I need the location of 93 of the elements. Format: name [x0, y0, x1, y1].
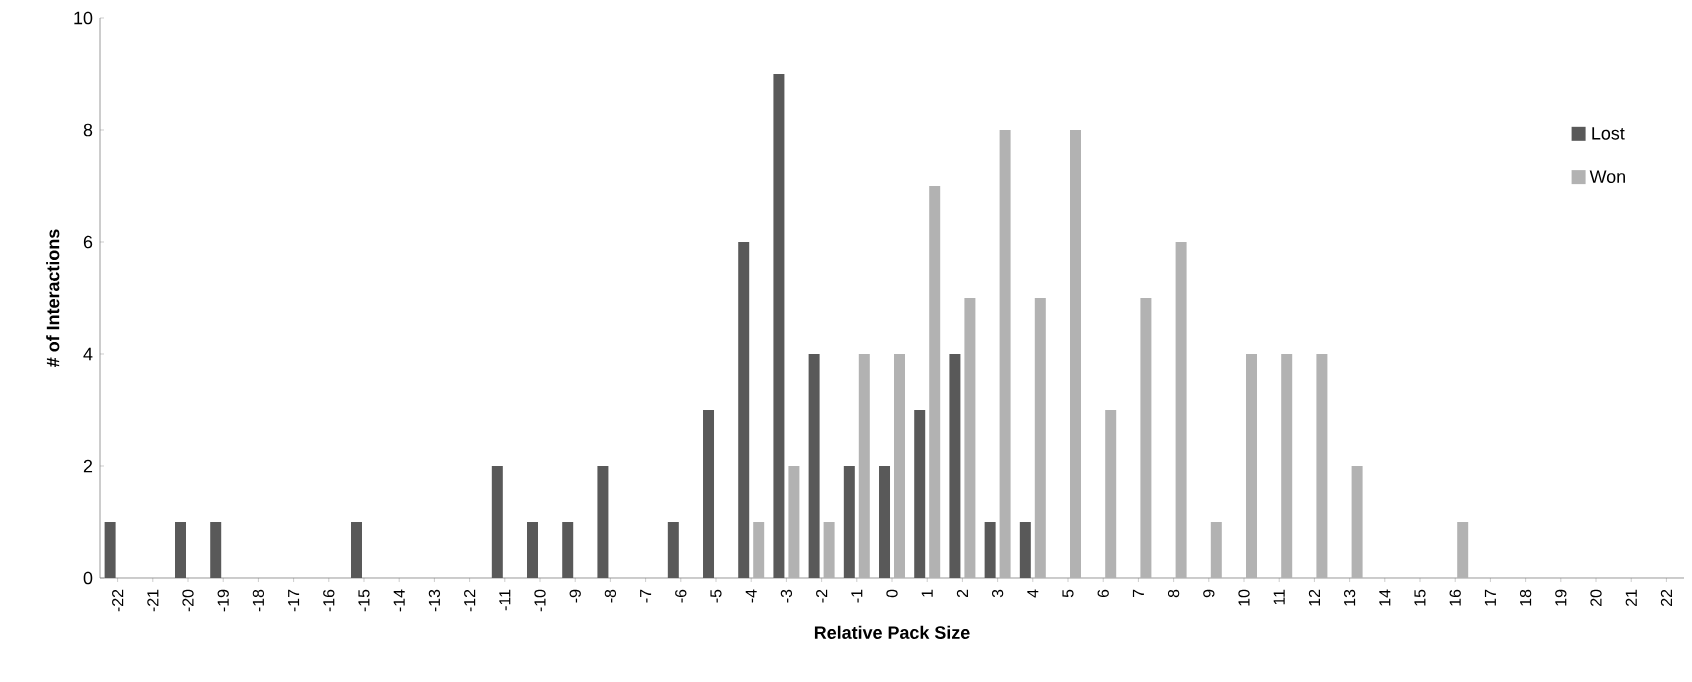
x-tick-label: 22 — [1660, 589, 1672, 606]
x-tick-label: -16 — [323, 589, 335, 612]
x-tick-label: 15 — [1414, 589, 1426, 606]
x-tick-label: -10 — [534, 589, 546, 612]
x-tick-label: -19 — [217, 589, 229, 612]
x-tick-label: -13 — [428, 589, 441, 612]
x-tick-label: -20 — [182, 589, 194, 612]
x-tick-label: -8 — [604, 589, 617, 603]
x-tick-label: 14 — [1379, 589, 1391, 606]
y-tick-label: 2 — [83, 459, 93, 473]
bar — [210, 522, 222, 578]
bar — [703, 410, 715, 578]
bar — [1019, 522, 1031, 578]
bar — [1316, 354, 1328, 578]
x-tick-label: -7 — [640, 589, 652, 603]
bar — [1140, 297, 1152, 578]
x-tick-label: -22 — [112, 589, 124, 612]
bar — [858, 354, 870, 578]
bar — [738, 241, 750, 578]
bar — [949, 354, 961, 578]
x-tick-label: 19 — [1555, 589, 1567, 606]
bar — [929, 185, 941, 578]
bar — [175, 522, 187, 578]
bar — [1210, 522, 1222, 578]
bar — [914, 410, 926, 578]
x-tick-label: -11 — [499, 589, 511, 611]
bar — [1070, 129, 1081, 578]
x-tick-label: 13 — [1343, 589, 1356, 606]
x-tick-label: 2 — [956, 589, 968, 598]
bar — [999, 129, 1011, 578]
bar — [1457, 522, 1469, 578]
x-tick-label: -3 — [780, 589, 793, 603]
x-tick-label: -14 — [393, 589, 405, 612]
bar — [1351, 466, 1363, 578]
bar — [894, 354, 905, 578]
bar — [491, 466, 503, 578]
x-tick-label: -17 — [288, 589, 300, 612]
x-tick-label: -2 — [816, 589, 828, 603]
x-tick-label: 1 — [921, 589, 933, 597]
x-tick-label: 10 — [1238, 589, 1250, 606]
bar — [562, 522, 574, 578]
bar — [788, 466, 800, 578]
y-tick-label: 10 — [74, 11, 93, 25]
x-tick-label: 4 — [1027, 589, 1039, 598]
x-tick-label: 5 — [1062, 589, 1074, 598]
x-tick-label: 7 — [1132, 589, 1144, 598]
x-tick-label: 3 — [991, 589, 1004, 598]
bar — [823, 522, 835, 578]
bar — [351, 522, 363, 578]
x-tick-label: 18 — [1519, 589, 1532, 606]
x-tick-label: -15 — [358, 589, 370, 612]
bar — [753, 522, 765, 578]
x-tick-label: -4 — [745, 589, 757, 603]
bar — [1246, 354, 1257, 578]
x-tick-label: 9 — [1203, 589, 1215, 598]
bar — [808, 354, 820, 578]
bar — [667, 522, 679, 578]
x-tick-label: 0 — [886, 589, 898, 598]
x-tick-label: -21 — [147, 589, 159, 612]
y-tick-label: 4 — [83, 347, 93, 361]
bar — [773, 73, 785, 578]
y-axis-title: # of Interactions — [46, 229, 60, 367]
x-tick-label: 17 — [1484, 589, 1496, 606]
x-tick-label: 20 — [1590, 589, 1602, 606]
bar — [984, 522, 996, 578]
bar — [597, 466, 609, 578]
x-tick-label: -18 — [252, 589, 265, 612]
legend-label: Lost — [1592, 127, 1625, 140]
x-tick-label: 16 — [1449, 589, 1461, 606]
x-tick-label: -1 — [851, 589, 863, 603]
x-axis-title: Relative Pack Size — [814, 625, 970, 639]
y-tick-label: 6 — [83, 235, 93, 249]
x-tick-label: -12 — [464, 589, 476, 612]
x-tick-label: -6 — [675, 589, 687, 603]
y-tick-label: 0 — [83, 571, 93, 585]
x-tick-label: 21 — [1625, 589, 1637, 606]
bar — [527, 522, 539, 578]
bar — [1034, 297, 1046, 578]
x-tick-label: -9 — [569, 589, 581, 603]
x-tick-label: 6 — [1097, 589, 1109, 598]
bar — [104, 522, 116, 578]
legend-label: Won — [1589, 170, 1625, 183]
bar — [1281, 354, 1293, 578]
x-tick-label: 8 — [1167, 589, 1180, 598]
bar — [1175, 241, 1187, 578]
bar — [964, 297, 976, 578]
bar — [879, 466, 891, 578]
x-tick-label: 12 — [1308, 589, 1320, 606]
x-tick-label: -5 — [710, 589, 722, 603]
bar — [843, 466, 855, 578]
y-tick-label: 8 — [83, 123, 93, 137]
bar — [1105, 410, 1117, 578]
x-tick-label: 11 — [1273, 589, 1285, 605]
